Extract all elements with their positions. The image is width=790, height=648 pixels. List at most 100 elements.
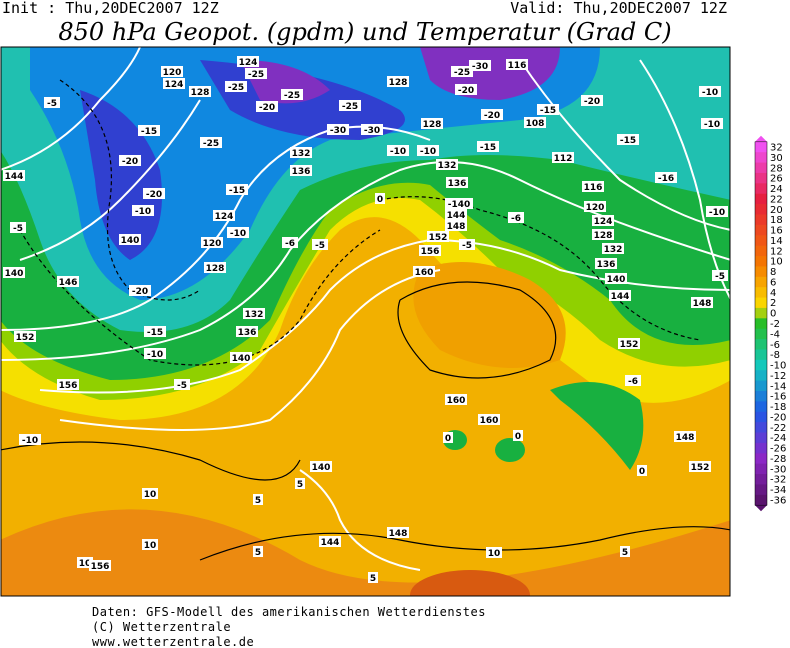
contour-label: -30 (472, 62, 488, 72)
contour-label: 140 (5, 269, 24, 279)
contour-label-box (3, 170, 25, 181)
contour-label-box (451, 66, 473, 77)
contour-label-box (143, 188, 165, 199)
contour-label-box (445, 220, 467, 231)
contour-label-box (226, 184, 248, 195)
colorbar-label: -18 (770, 402, 786, 413)
contour-label: -15 (229, 186, 245, 196)
contour-label-box (387, 145, 409, 156)
map-title: 850 hPa Geopot. (gpdm) und Temperatur (G… (58, 18, 671, 46)
contour-label: 124 (239, 58, 258, 68)
contour-label: 160 (415, 268, 434, 278)
contour-label-box (609, 290, 631, 301)
contour-label-box (513, 430, 523, 441)
contour-label: 0 (515, 432, 521, 442)
colorbar-label: 18 (770, 215, 783, 226)
contour-label-box (625, 375, 641, 386)
contour-label-box (161, 66, 183, 77)
contour-label-box (443, 432, 453, 443)
colorbar-swatch (755, 370, 767, 382)
colorbar-swatch (755, 297, 767, 309)
contour-label: 128 (206, 264, 225, 274)
contour-label-box (310, 461, 332, 472)
contour-label: -25 (203, 139, 219, 149)
contour-label-box (142, 539, 158, 550)
contour-label: -5 (715, 272, 725, 282)
contour-label-box (57, 379, 79, 390)
colorbar-swatch (755, 328, 767, 340)
contour-label: -10 (135, 207, 151, 217)
colorbar-swatch (755, 276, 767, 288)
contour-label-box (10, 222, 26, 233)
contour-label: -140 (448, 200, 471, 210)
contour-label-box (506, 59, 528, 70)
contour-label: 5 (297, 480, 303, 490)
contour-label-box (478, 414, 500, 425)
contour-label: -20 (584, 97, 600, 107)
contour-label-box (19, 434, 41, 445)
contour-label-box (282, 237, 298, 248)
contour-label: 128 (594, 231, 613, 241)
contour-label-box (368, 572, 378, 583)
contour-label: -10 (390, 147, 406, 157)
contour-label: 132 (292, 149, 311, 159)
contour-label: 112 (554, 154, 573, 164)
contour-label-box (119, 234, 141, 245)
colorbar-swatch (755, 162, 767, 174)
contour-label-box (281, 89, 303, 100)
contour-label: -16 (658, 174, 674, 184)
contour-label: 152 (691, 463, 710, 473)
contour-label-box (455, 84, 477, 95)
contour-label-box (138, 125, 160, 136)
contour-label: -5 (177, 381, 187, 391)
colorbar-label: 0 (770, 309, 776, 320)
colorbar-swatch (755, 224, 767, 236)
colorbar-label: 16 (770, 226, 783, 237)
contour-label-box (204, 262, 226, 273)
colorbar-label: -22 (770, 423, 786, 434)
colorbar-label: 22 (770, 194, 783, 205)
colorbar-label: -6 (770, 340, 780, 351)
colorbar-swatch (755, 214, 767, 226)
colorbar-swatch (755, 318, 767, 330)
colorbar-frame (754, 141, 768, 506)
contour-label: 152 (620, 340, 639, 350)
colorbar-swatch (755, 245, 767, 257)
colorbar-swatch (755, 484, 767, 496)
footer-line: Daten: GFS-Modell des amerikanischen Wet… (92, 605, 486, 619)
colorbar-label: -14 (770, 381, 786, 392)
colorbar-swatch (755, 183, 767, 195)
colorbar-swatch (755, 256, 767, 267)
contour-label-box (595, 258, 617, 269)
colorbar-label: -32 (770, 475, 786, 486)
contour-label: 116 (508, 61, 527, 71)
contour-label: 144 (611, 292, 630, 302)
contour-label-box (436, 159, 458, 170)
contour-label-box (689, 461, 711, 472)
colorbar-label: 4 (770, 288, 776, 299)
contour-label: -10 (702, 88, 718, 98)
contour-label: 120 (586, 203, 605, 213)
contour-label: -5 (13, 224, 23, 234)
colorbar-label: 12 (770, 246, 783, 257)
contour-label-box (524, 117, 546, 128)
colorbar-label: 26 (770, 174, 783, 185)
colorbar-label: -2 (770, 319, 780, 330)
map-frame (0, 46, 731, 597)
colorbar-label: 6 (770, 277, 776, 288)
contour-label: -6 (628, 377, 638, 387)
contour-label: -20 (122, 157, 138, 167)
contour-label-box (237, 56, 259, 67)
contour-label-box (290, 165, 312, 176)
contour-label-box (445, 209, 467, 220)
contour-label-box (44, 97, 60, 108)
contour-label-box (213, 210, 235, 221)
colorbar-label: -36 (770, 496, 786, 507)
contour-label-box (655, 172, 677, 183)
contour-label-box (295, 478, 305, 489)
contour-label-box (701, 118, 723, 129)
contour-label-box (421, 118, 443, 129)
contour-label-box (617, 134, 639, 145)
contour-label: 148 (676, 433, 695, 443)
contour-label-box (486, 547, 502, 558)
